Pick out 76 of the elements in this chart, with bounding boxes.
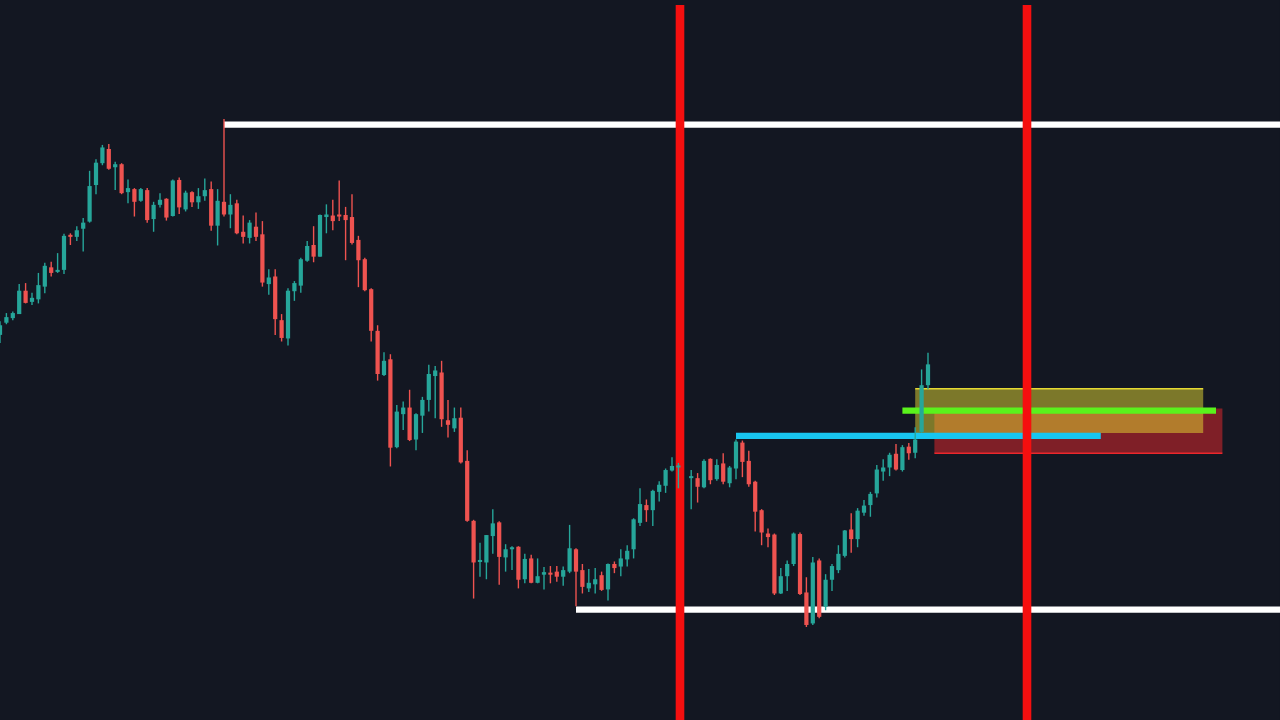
candlestick xyxy=(125,178,131,205)
candlestick xyxy=(868,491,873,518)
candlestick xyxy=(343,206,348,261)
candlestick xyxy=(637,487,643,527)
candlestick xyxy=(164,197,169,222)
candlestick xyxy=(356,235,361,288)
candlestick xyxy=(893,443,899,472)
candlestick xyxy=(663,467,668,494)
candlestick xyxy=(279,313,284,343)
candlestick xyxy=(714,458,719,482)
candlestick xyxy=(106,143,111,171)
candlestick xyxy=(17,283,22,315)
candlestick xyxy=(541,566,547,591)
candlestick xyxy=(202,177,207,202)
candlestick xyxy=(490,508,495,555)
candlestick xyxy=(618,548,623,577)
candlestick xyxy=(247,219,252,245)
candlestick xyxy=(42,262,47,294)
candlestick xyxy=(29,292,35,306)
candlestick xyxy=(676,462,681,490)
candlestick xyxy=(503,543,508,573)
candlestick xyxy=(900,444,905,473)
candlestick xyxy=(100,144,105,166)
candlestick xyxy=(311,225,316,263)
candlestick xyxy=(253,211,259,242)
candlestick xyxy=(292,280,297,302)
candlestick xyxy=(183,189,188,213)
candlestick xyxy=(113,160,118,191)
candlestick xyxy=(433,365,438,419)
candlestick xyxy=(657,480,662,503)
candlestick xyxy=(593,567,598,595)
candlestick xyxy=(535,557,540,585)
candlestick xyxy=(836,544,841,574)
candlestick xyxy=(266,268,271,296)
candlestick xyxy=(132,187,137,218)
candlestick xyxy=(727,465,732,488)
candlestick xyxy=(580,563,585,595)
candlestick xyxy=(55,252,60,274)
candlestick xyxy=(644,498,649,523)
candlestick xyxy=(381,351,387,377)
candlestick xyxy=(93,158,99,195)
candlestick xyxy=(599,570,604,592)
candlestick xyxy=(561,565,566,587)
candlestick xyxy=(196,187,201,210)
candlestick xyxy=(157,192,163,209)
candlestick xyxy=(887,452,892,477)
candlestick xyxy=(522,553,527,585)
candlestick xyxy=(36,272,41,305)
candlestick xyxy=(829,563,835,592)
candlestick xyxy=(669,456,675,473)
candlestick xyxy=(874,464,879,499)
candlestick xyxy=(746,450,751,488)
candlestick xyxy=(650,489,655,527)
candlestick xyxy=(567,524,572,574)
candlestick xyxy=(721,452,726,485)
candlestick xyxy=(778,567,783,595)
candlestick xyxy=(452,406,457,433)
candlestick xyxy=(151,201,156,233)
candlestick xyxy=(445,399,451,439)
candlestick xyxy=(228,193,233,229)
candlestick xyxy=(221,118,227,218)
candlestick xyxy=(695,472,700,504)
candlestick xyxy=(305,240,310,263)
candlestick xyxy=(740,439,745,478)
candlestick xyxy=(849,512,854,554)
candlestick xyxy=(324,203,329,234)
candlestick xyxy=(573,547,579,607)
candlestick xyxy=(708,457,713,485)
candlestick xyxy=(241,214,246,245)
candlestick xyxy=(785,559,790,592)
candlestick xyxy=(913,426,918,460)
candlestick xyxy=(881,458,886,482)
candlestick xyxy=(420,396,425,434)
candlestick xyxy=(925,351,931,390)
candlestick xyxy=(81,217,86,253)
candlestick xyxy=(759,508,764,546)
